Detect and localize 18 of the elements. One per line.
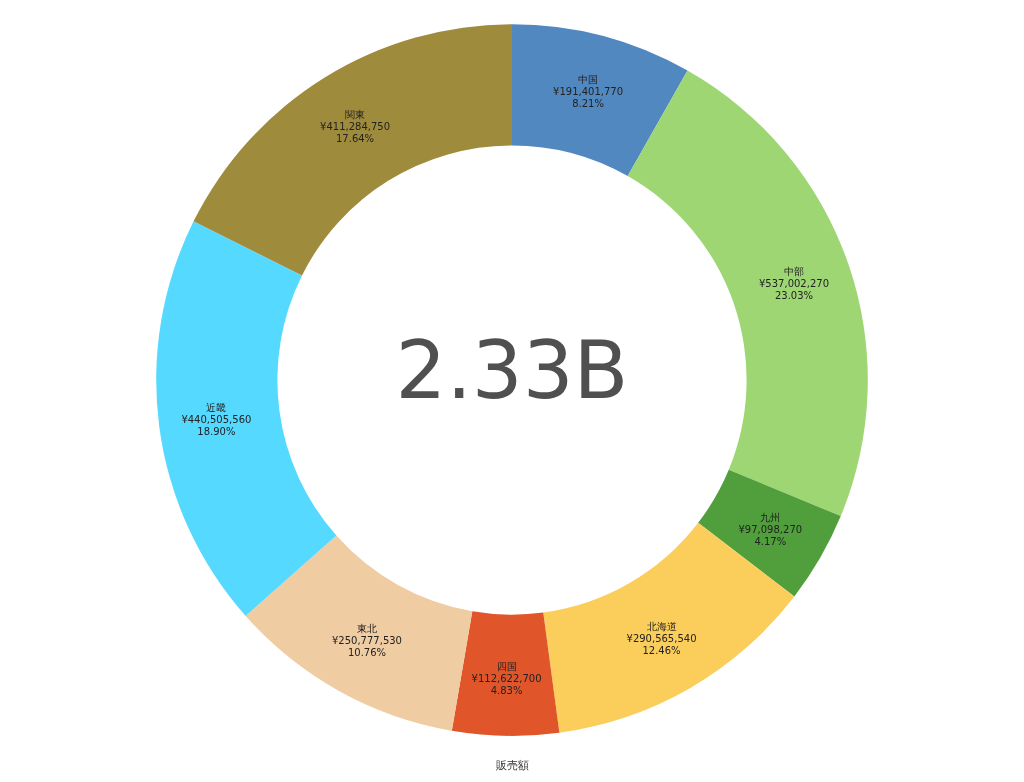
data-label: ¥537,002,270 23.03% [759,277,829,301]
slice-label: 中部 [783,265,804,277]
slice-label: 近畿 [206,401,227,413]
data-label: ¥250,777,530 10.76% [331,635,402,659]
slice-label: 東北 [356,623,377,635]
text: 販売額 [495,759,529,772]
slice-label: 四国 [496,660,517,672]
data-label: ¥411,284,750 17.64% [320,120,391,144]
slice-label: 関東 [345,108,366,120]
text: 2.33B [395,323,629,417]
slice-label: 中国 [578,74,599,86]
data-label: ¥440,505,560 18.90% [181,413,252,437]
data-label: ¥290,565,540 12.46% [626,632,697,656]
data-label: ¥97,098,270 4.17% [738,523,803,547]
slice-label: 九州 [760,511,781,523]
data-label: ¥112,622,700 4.83% [471,672,542,696]
slice-label: 北海道 [646,620,677,632]
data-label: ¥191,401,770 8.21% [553,86,624,110]
